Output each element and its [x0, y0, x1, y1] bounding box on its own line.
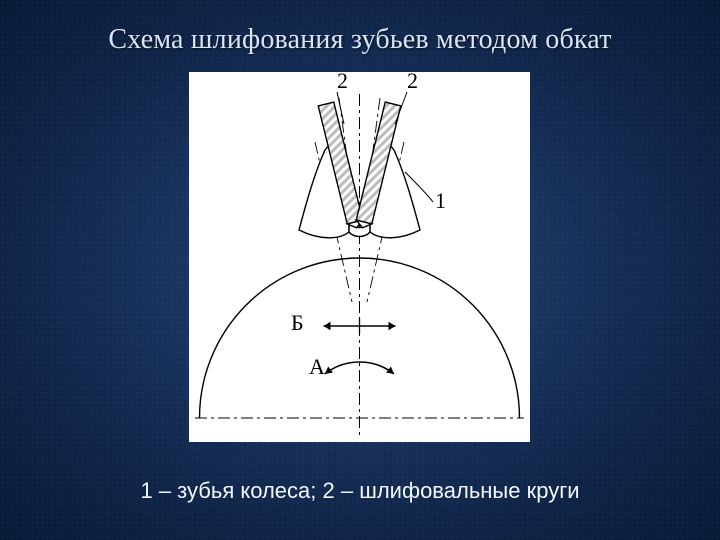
diagram-label-two_right: 2 [407, 72, 418, 93]
diagram-label-two_left: 2 [337, 72, 348, 93]
diagram-label-one: 1 [435, 188, 446, 213]
diagram-label-B: Б [291, 310, 304, 335]
slide-caption: 1 – зубья колеса; 2 – шлифовальные круги [0, 478, 720, 504]
slide-root: Схема шлифования зубьев методом обкат 22… [0, 0, 720, 540]
diagram-label-A: А [309, 354, 325, 379]
diagram-container: 2 2 1 БА [189, 72, 530, 442]
gear-grinding-diagram: 2 2 1 БА [189, 72, 530, 442]
slide-title: Схема шлифования зубьев методом обкат [0, 24, 720, 56]
